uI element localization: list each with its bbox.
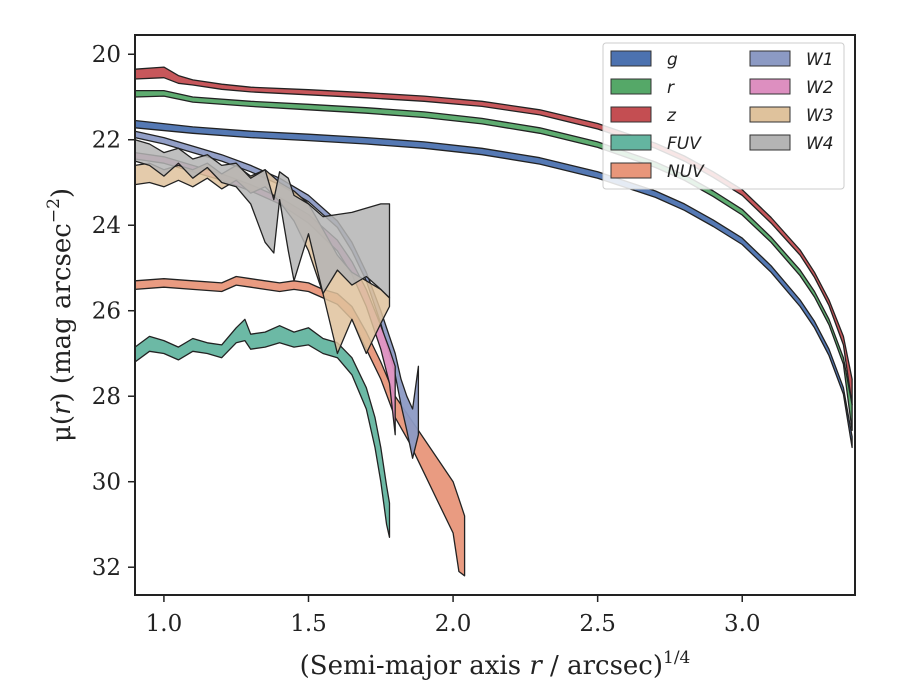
legend-swatch-z [610, 106, 652, 123]
y-tick-label: 26 [92, 299, 121, 325]
y-axis-ticks: 20 22 24 26 28 30 32 [92, 42, 135, 581]
band-W4 [134, 139, 391, 299]
legend-label-W2: W2 [806, 78, 834, 98]
legend-swatch-g [610, 50, 652, 67]
y-tick-label: 20 [92, 42, 121, 68]
legend-swatch-FUV [610, 134, 652, 151]
band-g [134, 119, 853, 449]
x-axis-ticks: 1.0 1.5 2.0 2.5 3.0 [146, 595, 761, 637]
legend-swatch-W3 [749, 106, 791, 123]
band-NUV [134, 275, 466, 577]
x-tick-label: 2.5 [579, 611, 616, 637]
legend-label-FUV: FUV [667, 134, 702, 154]
plot-frame [134, 34, 856, 596]
legend-swatch-W4 [749, 134, 791, 151]
legend-label-z: z [666, 106, 677, 126]
y-tick-label: 28 [92, 384, 121, 410]
legend-label-r: r [667, 78, 675, 98]
x-tick-label: 1.0 [146, 611, 183, 637]
legend-label-g: g [667, 50, 678, 70]
legend-swatch-r [610, 78, 652, 95]
y-tick-label: 22 [92, 128, 121, 154]
legend-swatch-W2 [749, 78, 791, 95]
y-tick-label: 32 [92, 555, 121, 581]
legend-swatch-W1 [749, 50, 791, 67]
legend-label-NUV: NUV [667, 162, 705, 182]
legend-label-W3: W3 [806, 106, 834, 126]
band-FUV [134, 318, 391, 538]
y-tick-label: 30 [92, 470, 121, 496]
x-axis-label: (Semi-major axis r / arcsec)1/4 [300, 648, 691, 681]
legend-swatch-NUV [610, 162, 652, 179]
legend: grz FUV NUV W1 W2 W3 W4 [602, 42, 845, 190]
band-r [134, 89, 853, 432]
x-tick-label: 2.0 [435, 611, 472, 637]
x-tick-label: 3.0 [724, 611, 761, 637]
x-tick-label: 1.5 [290, 611, 327, 637]
legend-label-W4: W4 [806, 134, 834, 154]
y-axis-label: μ(r) (mag arcsec−2) [44, 188, 77, 442]
y-tick-label: 24 [92, 213, 121, 239]
legend-label-W1: W1 [806, 50, 834, 70]
